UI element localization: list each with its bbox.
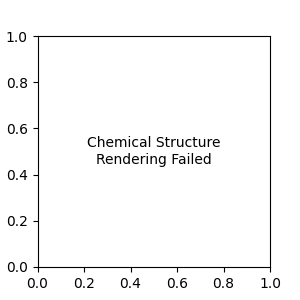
Text: Chemical Structure
Rendering Failed: Chemical Structure Rendering Failed [87, 136, 220, 166]
